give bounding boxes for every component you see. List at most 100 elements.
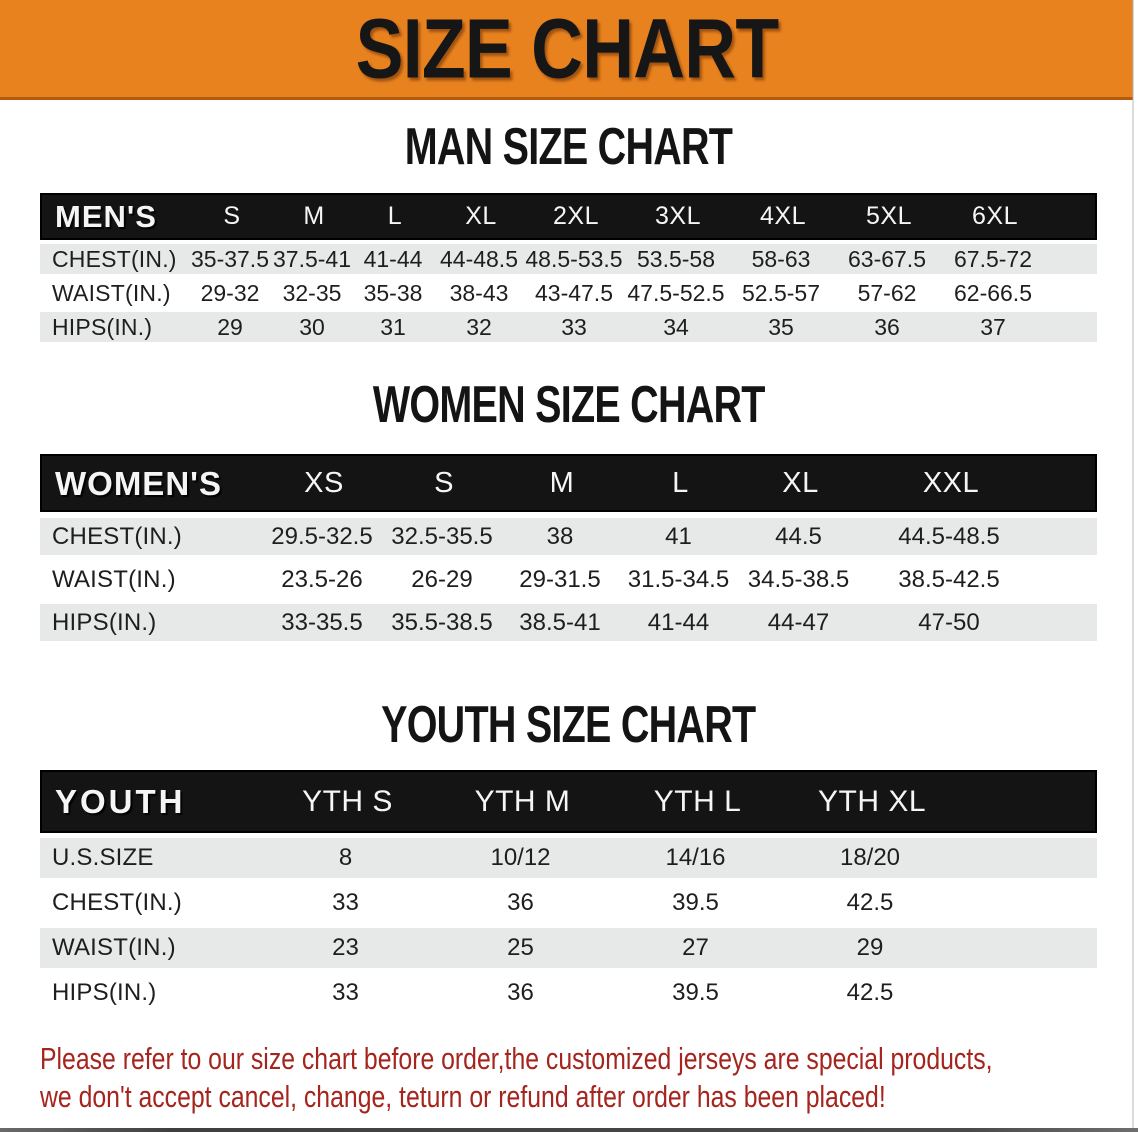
table-cell-value: 41 xyxy=(665,522,692,550)
table-cell-value: 33-35.5 xyxy=(281,608,363,636)
table-cell-value: 35 xyxy=(768,313,794,340)
table-cell-value: 38.5-41 xyxy=(519,608,601,636)
table-cell-value: 34.5-38.5 xyxy=(747,565,850,593)
image-right-edge-line xyxy=(1132,0,1134,1132)
table-row: HIPS(IN.) 33-35.5 35.5-38.5 38.5-41 41-44 44-… xyxy=(40,604,1097,641)
table-row-label: CHEST(IN.) xyxy=(52,245,177,272)
table-cell-value: 32 xyxy=(466,313,492,340)
table-group-label: WOMEN'S xyxy=(55,464,223,502)
table-cell-value: 14/16 xyxy=(665,844,726,871)
table-cell-value: 33 xyxy=(332,889,359,916)
table-row-label: CHEST(IN.) xyxy=(52,889,182,916)
table-column-header: 3XL xyxy=(655,202,701,230)
table-column-header: XL xyxy=(465,202,497,230)
men-section-heading-wrap: MAN SIZE CHART xyxy=(40,121,1097,173)
table-cell-value: 31.5-34.5 xyxy=(627,565,730,593)
table-row: WAIST(IN.) 29-32 32-35 35-38 38-43 43-47.5 47.… xyxy=(40,278,1097,308)
table-group-label: MEN'S xyxy=(55,199,157,234)
table-row-label: HIPS(IN.) xyxy=(52,608,157,636)
table-column-header: 2XL xyxy=(553,202,599,230)
table-cell-value: 36 xyxy=(507,889,534,916)
table-header-row: YOUTH YTH S YTH M YTH L YTH XL xyxy=(40,770,1097,833)
content-area: MAN SIZE CHART MEN'S S M L XL 2XL 3XL 4XL 5XL 6XL… xyxy=(40,121,1097,1013)
table-cell-value: 47-50 xyxy=(918,608,980,636)
table-header-row: WOMEN'S XS S M L XL XXL xyxy=(40,454,1097,512)
table-row: CHEST(IN.) 33 36 39.5 42.5 xyxy=(40,883,1097,923)
table-cell-value: 29-32 xyxy=(200,279,260,306)
women-section-heading-wrap: WOMEN SIZE CHART xyxy=(40,379,1097,431)
men-size-table: MEN'S S M L XL 2XL 3XL 4XL 5XL 6XL CHEST(IN.) 35-37… xyxy=(40,193,1097,342)
table-cell-value: 34 xyxy=(663,313,689,340)
table-cell-value: 44-47 xyxy=(767,608,830,636)
youth-size-table: YOUTH YTH S YTH M YTH L YTH XL U.S.SIZE 8 10/12… xyxy=(40,770,1097,1013)
table-cell-value: 48.5-53.5 xyxy=(525,245,623,272)
table-cell-value: 32.5-35.5 xyxy=(391,522,493,550)
table-cell-value: 53.5-58 xyxy=(636,245,715,272)
table-cell-value: 29 xyxy=(856,934,884,961)
table-column-header: XL xyxy=(782,466,819,499)
table-row: WAIST(IN.) 23.5-26 26-29 29-31.5 31.5-34.5 34… xyxy=(40,561,1097,598)
table-row-label: HIPS(IN.) xyxy=(52,979,157,1006)
table-cell-value: 18/20 xyxy=(839,844,901,871)
table-column-header: XXL xyxy=(922,466,980,499)
women-section-heading: WOMEN SIZE CHART xyxy=(372,376,766,434)
table-cell-value: 38.5-42.5 xyxy=(898,565,1000,593)
table-cell-value: 38 xyxy=(546,522,574,550)
table-column-header: XS xyxy=(304,466,344,499)
men-section-heading: MAN SIZE CHART xyxy=(404,118,733,176)
table-column-header: YTH S xyxy=(302,784,393,818)
disclaimer-line-1: Please refer to our size chart before or… xyxy=(40,1041,993,1076)
table-cell-value: 62-66.5 xyxy=(953,279,1032,306)
table-cell-value: 52.5-57 xyxy=(741,279,820,306)
table-row-label: CHEST(IN.) xyxy=(52,522,182,550)
image-bottom-crop-band xyxy=(0,1128,1138,1132)
table-column-header: 5XL xyxy=(866,202,912,230)
table-cell-value: 36 xyxy=(507,979,534,1006)
table-column-header: 4XL xyxy=(760,202,806,230)
table-cell-value: 26-29 xyxy=(411,565,473,593)
table-cell-value: 39.5 xyxy=(672,979,719,1006)
table-cell-value: 37 xyxy=(980,313,1006,340)
disclaimer-line-2: we don't accept cancel, change, teturn o… xyxy=(40,1079,886,1114)
table-column-header: YTH M xyxy=(474,784,571,818)
table-cell-value: 33 xyxy=(332,979,359,1006)
table-cell-value: 38-43 xyxy=(449,279,509,306)
table-row-label: WAIST(IN.) xyxy=(52,934,176,961)
table-cell-value: 44-48.5 xyxy=(439,245,518,272)
table-column-header: M xyxy=(549,466,575,499)
table-cell-value: 67.5-72 xyxy=(953,245,1032,272)
table-cell-value: 30 xyxy=(299,313,325,340)
table-cell-value: 58-63 xyxy=(751,245,811,272)
table-row: HIPS(IN.) 33 36 39.5 42.5 xyxy=(40,973,1097,1013)
table-cell-value: 42.5 xyxy=(846,889,894,916)
youth-section-heading: YOUTH SIZE CHART xyxy=(381,696,756,754)
youth-section-heading-wrap: YOUTH SIZE CHART xyxy=(40,696,1097,754)
table-cell-value: 29-31.5 xyxy=(519,565,601,593)
table-cell-value: 27 xyxy=(682,934,709,961)
table-cell-value: 10/12 xyxy=(490,844,551,871)
table-cell-value: 33 xyxy=(561,313,587,340)
table-cell-value: 23.5-26 xyxy=(281,565,363,593)
table-cell-value: 42.5 xyxy=(846,979,894,1006)
table-column-header: 6XL xyxy=(972,202,1018,230)
table-row-label: WAIST(IN.) xyxy=(52,565,176,593)
table-group-label: YOUTH xyxy=(55,783,186,820)
table-row: HIPS(IN.) 29 30 31 32 33 34 35 36 37 xyxy=(40,312,1097,342)
table-column-header: S xyxy=(223,202,241,230)
table-row-label: WAIST(IN.) xyxy=(52,279,171,306)
table-cell-value: 43-47.5 xyxy=(534,279,613,306)
table-cell-value: 35-38 xyxy=(363,279,423,306)
table-cell-value: 29 xyxy=(217,313,243,340)
table-column-header: YTH L xyxy=(653,784,742,818)
table-column-header: M xyxy=(303,202,325,230)
table-cell-value: 29.5-32.5 xyxy=(271,522,373,550)
disclaimer-note: Please refer to our size chart before or… xyxy=(40,1040,993,1116)
table-row: CHEST(IN.) 29.5-32.5 32.5-35.5 38 41 44.5 44.5… xyxy=(40,518,1097,555)
table-column-header: S xyxy=(434,466,454,499)
table-cell-value: 37.5-41 xyxy=(272,245,351,272)
table-cell-value: 36 xyxy=(874,313,900,340)
women-size-table: WOMEN'S XS S M L XL XXL CHEST(IN.) 29.5-32.5 32.5… xyxy=(40,454,1097,641)
table-cell-value: 31 xyxy=(380,313,406,340)
table-row: CHEST(IN.) 35-37.5 37.5-41 41-44 44-48.5 48.5… xyxy=(40,244,1097,274)
table-cell-value: 23 xyxy=(332,934,359,961)
